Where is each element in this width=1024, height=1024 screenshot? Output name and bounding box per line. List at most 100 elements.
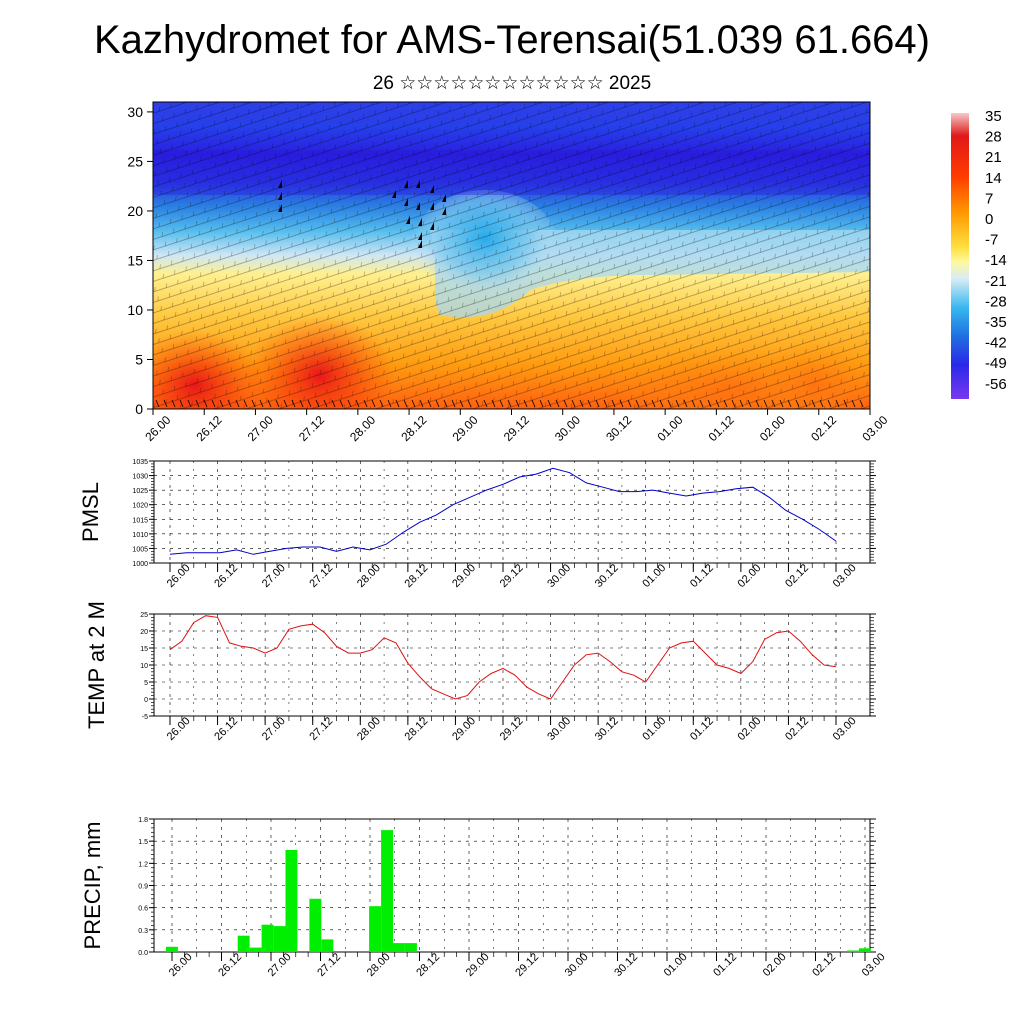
- x-tick-label: 27.12: [315, 951, 343, 979]
- wind-barb: [619, 399, 624, 408]
- pmsl-series-line: [169, 467, 837, 555]
- wind-barb: [259, 399, 264, 408]
- wind-barb: [859, 399, 864, 408]
- x-tick-label: 30.00: [545, 562, 573, 590]
- wind-barb: [691, 399, 696, 408]
- wind-barb: [387, 399, 392, 408]
- colorbar-label: -21: [985, 273, 1007, 290]
- colorbar-label: 7: [985, 190, 993, 207]
- wind-barb: [275, 399, 280, 408]
- wind-barb: [851, 399, 856, 408]
- y-tick-label: 1035: [132, 459, 148, 466]
- wind-barb: [819, 399, 824, 408]
- colorbar-label: 21: [985, 149, 1002, 166]
- wind-barb: [235, 399, 240, 408]
- wind-barb: [163, 399, 168, 408]
- x-tick-label: 26.12: [212, 562, 240, 590]
- wind-barb: [683, 399, 688, 408]
- wind-barb: [179, 399, 184, 408]
- x-tick-label: 03.00: [859, 413, 890, 444]
- precip-bar: [273, 926, 286, 952]
- wind-barb: [707, 399, 712, 408]
- precip-bar: [381, 830, 393, 952]
- x-tick-label: 26.12: [216, 951, 244, 979]
- wind-barb: [835, 399, 840, 408]
- x-tick-label: 01.12: [688, 715, 716, 743]
- x-tick-label: 01.00: [640, 715, 668, 743]
- wind-barbs: [155, 180, 864, 408]
- wind-barb: [499, 399, 504, 408]
- x-tick-label: 28.00: [347, 413, 378, 444]
- wind-barb: [611, 399, 616, 408]
- y-axis-label: PMSL: [78, 482, 103, 542]
- x-tick-label: 27.00: [260, 715, 288, 743]
- y-tick-label: 30: [127, 104, 143, 120]
- precip-bar: [237, 935, 250, 952]
- wind-barb: [571, 399, 576, 408]
- colorbar-labels: 35 28 21 14 7 0 -7 -14 -21 -28 -35 -42 -49 -56: [985, 108, 1007, 393]
- wind-barb: [595, 399, 600, 408]
- temp2m-panel: -5 0 5 10 15 20 25 26.00 26.12 27.00 27.12 28.00 28.…: [84, 601, 876, 743]
- x-tick-label: 29.12: [498, 715, 526, 743]
- x-tick-label: 28.00: [355, 715, 383, 743]
- y-tick-label: 1030: [132, 474, 148, 481]
- wind-flag: [404, 180, 408, 188]
- x-tick-label: 26.00: [167, 951, 195, 979]
- wind-barb: [507, 399, 512, 408]
- x-tick-label: 28.12: [398, 413, 429, 444]
- wind-barb: [243, 399, 248, 408]
- wind-flag: [430, 185, 434, 193]
- wind-barb: [251, 399, 256, 408]
- x-tick-label: 26.00: [142, 413, 173, 444]
- x-tick-label: 28.00: [355, 562, 383, 590]
- y-tick-label: 1015: [132, 517, 148, 524]
- x-tick-label: 30.00: [545, 715, 573, 743]
- y-tick-label: 1.5: [138, 839, 148, 846]
- wind-flag: [278, 204, 282, 212]
- y-tick-label: 20: [140, 629, 148, 636]
- x-tick-label: 29.12: [501, 413, 532, 444]
- x-tick-label: 30.12: [593, 715, 621, 743]
- y-tick-label: -5: [142, 714, 148, 721]
- wind-flag: [442, 207, 446, 215]
- wind-barb: [411, 399, 416, 408]
- wind-barb: [779, 399, 784, 408]
- wind-barb: [155, 399, 160, 408]
- wind-barb: [643, 399, 648, 408]
- x-tick-label: 28.12: [403, 715, 431, 743]
- wind-barb: [211, 399, 216, 408]
- chart-subtitle: 26 ☆☆☆☆☆☆☆☆☆☆☆☆ 2025: [372, 73, 652, 94]
- y-tick-label: 1.2: [138, 861, 148, 868]
- wind-barb: [283, 399, 288, 408]
- wind-barb: [579, 399, 584, 408]
- precip-bar: [309, 898, 322, 952]
- wind-barb: [363, 399, 368, 408]
- wind-flag: [430, 222, 434, 230]
- x-tick-label: 27.00: [266, 951, 294, 979]
- y-axis-label: PRECIP, mm: [80, 822, 105, 950]
- x-tick-label: 30.12: [603, 413, 634, 444]
- wind-barb: [491, 399, 496, 408]
- y-tick-label: 10: [140, 663, 148, 670]
- y-tick-label: 5: [135, 351, 143, 367]
- wind-barb: [787, 399, 792, 408]
- wind-barb: [739, 399, 744, 408]
- precip-bar: [847, 950, 859, 952]
- precip-bar: [393, 943, 405, 952]
- wind-barb: [419, 399, 424, 408]
- wind-barb: [219, 399, 224, 408]
- x-tick-label: 29.12: [498, 562, 526, 590]
- x-tick-label: 30.00: [552, 413, 583, 444]
- x-tick-label: 28.12: [414, 951, 442, 979]
- wind-barb: [483, 399, 488, 408]
- wind-flag: [442, 194, 446, 202]
- chart-title: Kazhydromet for AMS-Terensai(51.039 61.6…: [94, 18, 930, 62]
- wind-barb: [723, 399, 728, 408]
- wind-barb: [675, 399, 680, 408]
- x-tick-label: 03.00: [831, 715, 859, 743]
- x-tick-label: 02.12: [783, 562, 811, 590]
- x-tick-label: 28.12: [403, 562, 431, 590]
- temp2m-series-line: [169, 615, 837, 700]
- x-tick-label: 26.00: [165, 562, 193, 590]
